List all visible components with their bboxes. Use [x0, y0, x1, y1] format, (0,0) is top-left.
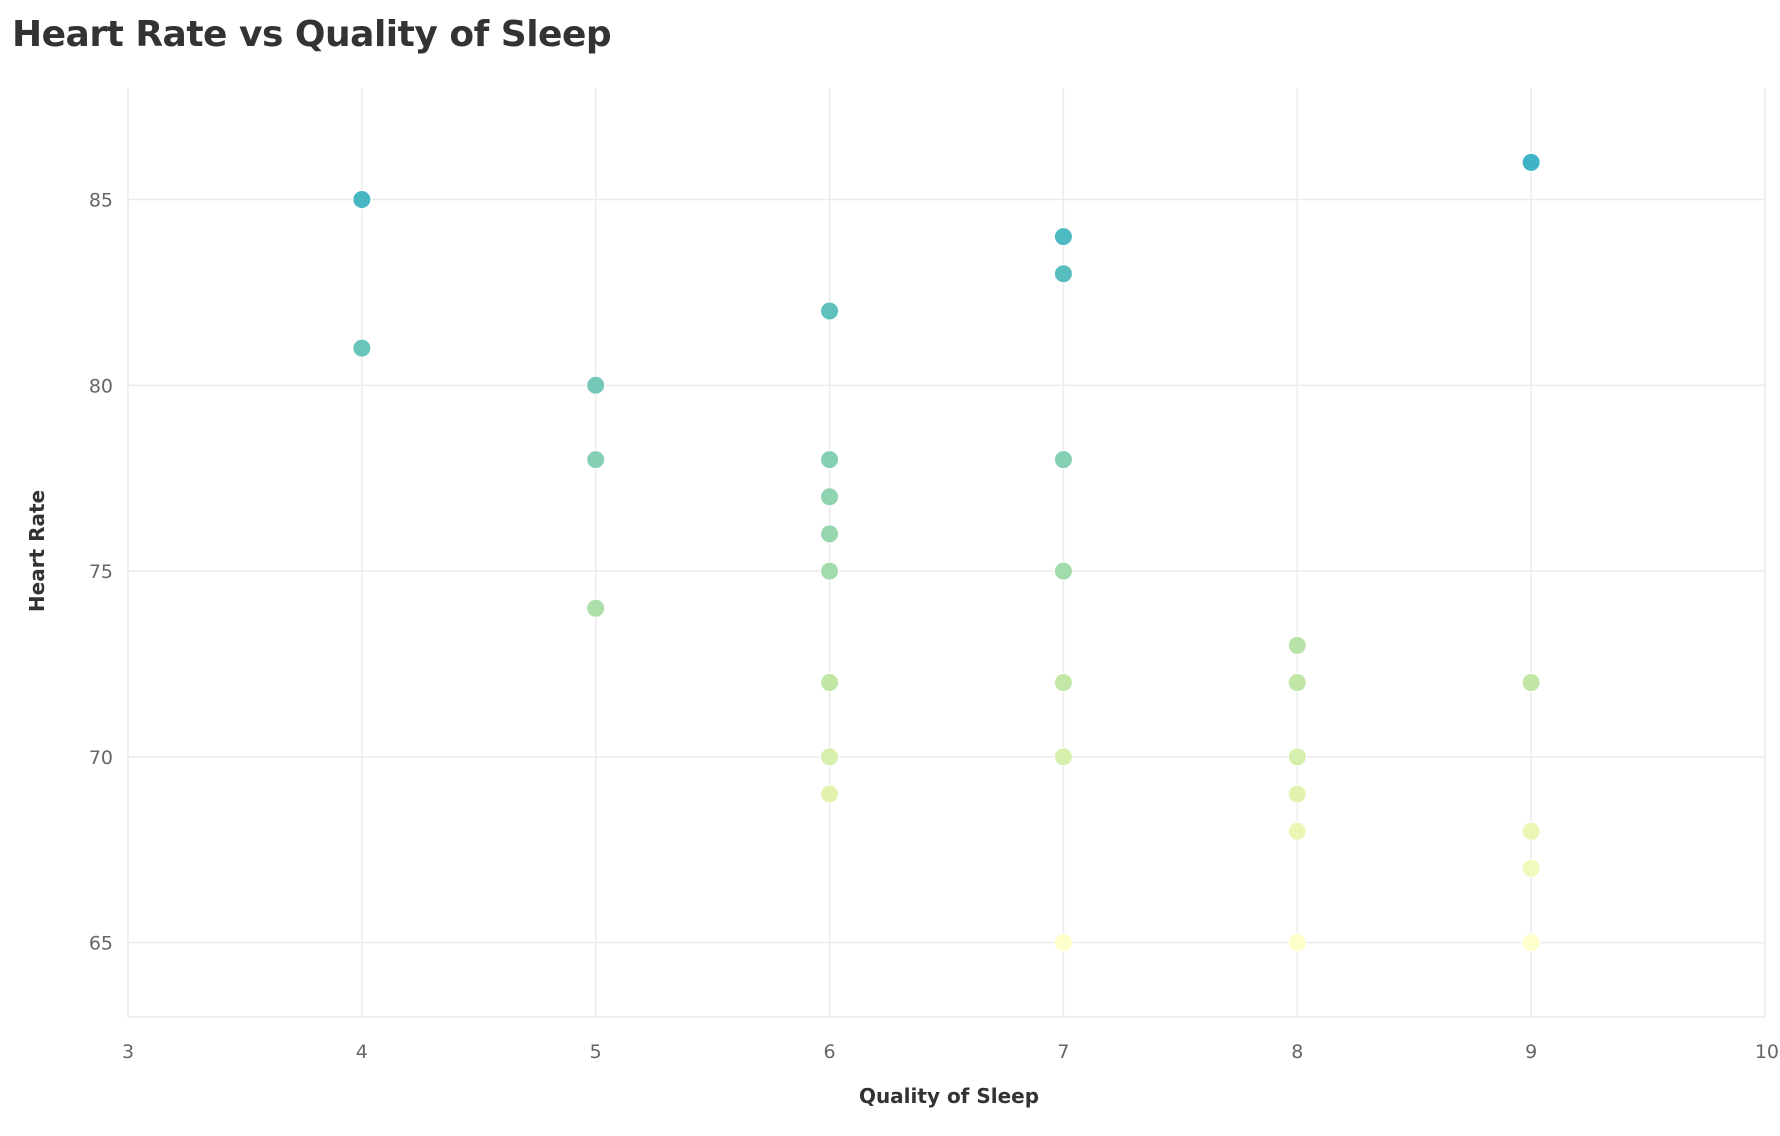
- data-point[interactable]: [1053, 450, 1073, 470]
- data-point[interactable]: [1521, 673, 1541, 693]
- grid-lines: [127, 88, 1766, 1018]
- data-point[interactable]: [820, 747, 840, 767]
- x-tick-label: 3: [122, 1041, 134, 1063]
- data-point[interactable]: [1287, 673, 1307, 693]
- data-point[interactable]: [1053, 673, 1073, 693]
- data-point[interactable]: [352, 189, 372, 209]
- data-point[interactable]: [1287, 747, 1307, 767]
- data-point[interactable]: [586, 598, 606, 618]
- y-tick-label: 80: [89, 375, 113, 397]
- data-point[interactable]: [1053, 747, 1073, 767]
- data-point[interactable]: [586, 375, 606, 395]
- data-point[interactable]: [820, 524, 840, 544]
- y-tick-label: 65: [89, 933, 113, 955]
- data-point[interactable]: [820, 673, 840, 693]
- data-point[interactable]: [1521, 821, 1541, 841]
- x-tick-label: 7: [1057, 1041, 1069, 1063]
- data-point[interactable]: [1287, 784, 1307, 804]
- data-point[interactable]: [820, 784, 840, 804]
- x-axis-title: Quality of Sleep: [859, 1084, 1039, 1108]
- data-point[interactable]: [352, 338, 372, 358]
- data-point[interactable]: [1521, 858, 1541, 878]
- x-tick-label: 10: [1755, 1041, 1779, 1063]
- data-points: [352, 152, 1541, 953]
- data-point[interactable]: [1053, 561, 1073, 581]
- data-point[interactable]: [1053, 264, 1073, 284]
- data-point[interactable]: [820, 450, 840, 470]
- chart-title: Heart Rate vs Quality of Sleep: [12, 14, 612, 55]
- y-tick-label: 70: [89, 747, 113, 769]
- y-tick-label: 75: [89, 561, 113, 583]
- y-axis-title: Heart Rate: [25, 490, 49, 612]
- data-point[interactable]: [1521, 933, 1541, 953]
- data-point[interactable]: [820, 561, 840, 581]
- data-point[interactable]: [1287, 933, 1307, 953]
- data-point[interactable]: [1053, 933, 1073, 953]
- data-point[interactable]: [820, 301, 840, 321]
- x-tick-label: 4: [356, 1041, 368, 1063]
- data-point[interactable]: [1287, 635, 1307, 655]
- x-tick-label: 6: [824, 1041, 836, 1063]
- x-tick-label: 5: [590, 1041, 602, 1063]
- data-point[interactable]: [586, 450, 606, 470]
- tick-labels: 3 4 5 6 7 8 9 10 65 70 75 80 85: [89, 189, 1779, 1063]
- y-tick-label: 85: [89, 189, 113, 211]
- data-point[interactable]: [820, 487, 840, 507]
- data-point[interactable]: [1053, 227, 1073, 247]
- data-point[interactable]: [1287, 821, 1307, 841]
- x-tick-label: 9: [1525, 1041, 1537, 1063]
- data-point[interactable]: [1521, 152, 1541, 172]
- x-tick-label: 8: [1291, 1041, 1303, 1063]
